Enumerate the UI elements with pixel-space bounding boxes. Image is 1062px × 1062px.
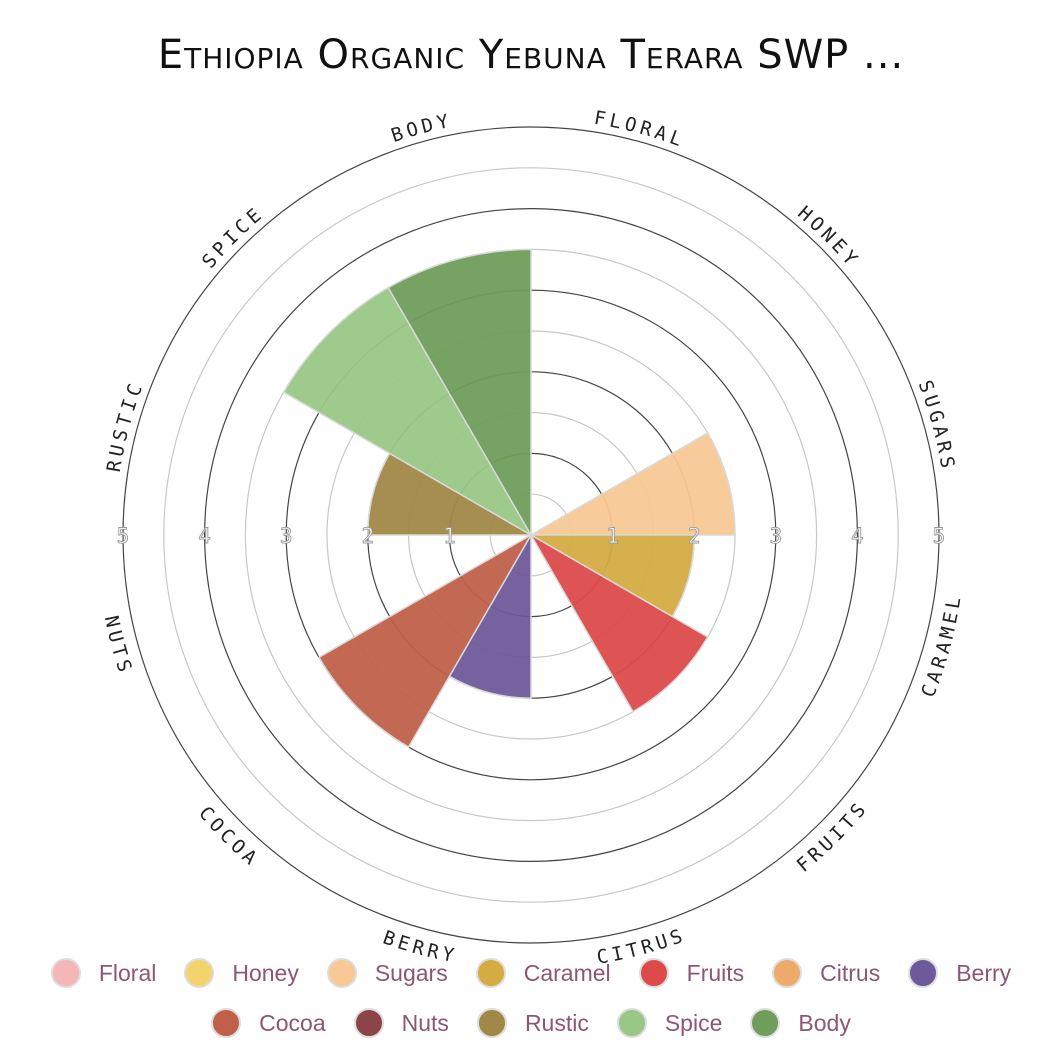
- axis-label-text: COCOA: [194, 802, 260, 872]
- legend-item-berry[interactable]: Berry: [908, 958, 1011, 988]
- legend-label: Body: [798, 1009, 851, 1036]
- tick-label-left: 1: [443, 524, 456, 548]
- axis-label-body: BODY: [388, 110, 454, 147]
- legend-item-fruits[interactable]: Fruits: [638, 958, 745, 988]
- legend-label: Citrus: [820, 959, 881, 986]
- tick-label-right: 5: [933, 524, 946, 548]
- axis-label-floral: FLORAL: [592, 107, 688, 152]
- grid-ring-minor: [163, 167, 899, 903]
- chart-title: Ethiopia Organic Yebuna Terara SWP ...: [157, 32, 905, 78]
- legend-label: Sugars: [374, 959, 448, 986]
- legend-swatch: [50, 958, 81, 988]
- tick-label-right: 1: [606, 524, 619, 548]
- bar-fruits: [528, 532, 709, 713]
- legend-item-nuts[interactable]: Nuts: [353, 1008, 449, 1038]
- tick-label-left: 4: [198, 524, 211, 548]
- legend-swatch: [638, 958, 669, 988]
- tick-label-right: 3: [769, 524, 782, 548]
- tick-label-right: 2: [688, 524, 701, 548]
- axis-label-text: NUTS: [100, 614, 133, 679]
- legend-swatch: [475, 958, 506, 988]
- legend-swatch: [772, 958, 803, 988]
- bar-berry: [448, 532, 532, 699]
- axis-label-text: HONEY: [793, 202, 860, 273]
- legend-label: Berry: [956, 959, 1012, 986]
- grid-ring-major: [122, 126, 940, 944]
- legend-row-2: Cocoa Nuts Rustic Spice Body: [0, 1008, 1062, 1038]
- tick-label-left: 5: [117, 524, 130, 548]
- legend-label: Nuts: [401, 1009, 449, 1036]
- axis-label-rustic: RUSTIC: [103, 377, 148, 473]
- axis-label-sugars: SUGARS: [914, 377, 959, 473]
- axis-label-cocoa: COCOA: [194, 802, 264, 872]
- legend-label: Rustic: [524, 1009, 589, 1036]
- bar-cocoa: [317, 532, 534, 749]
- axis-label-text: FRUITS: [793, 797, 869, 877]
- legend-swatch: [353, 1008, 384, 1038]
- legend-row-1: Floral Honey Sugars Caramel Fruits Citrus Berr…: [0, 958, 1062, 988]
- legend-swatch: [326, 958, 357, 988]
- legend-label: Honey: [232, 959, 299, 986]
- axis-label-caramel: CARAMEL: [917, 592, 966, 701]
- legend-item-rustic[interactable]: Rustic: [476, 1008, 589, 1038]
- bar-sugars: [528, 431, 736, 536]
- legend-swatch: [211, 1008, 242, 1038]
- axis-label-text: CARAMEL: [917, 592, 962, 701]
- radial-ticks: 1 1 2 2 3 3 4 4 5 5: [116, 524, 946, 549]
- axis-label-text: BODY: [388, 110, 450, 147]
- axis-label-text: FLORAL: [592, 107, 684, 152]
- legend-item-cocoa[interactable]: Cocoa: [211, 1008, 326, 1038]
- legend-item-sugars[interactable]: Sugars: [326, 958, 448, 988]
- axis-label-spice: SPICE: [198, 202, 269, 273]
- bar-body: [387, 248, 532, 538]
- bar-rustic: [367, 452, 534, 536]
- legend-item-body[interactable]: Body: [750, 1008, 851, 1038]
- legend-item-citrus[interactable]: Citrus: [772, 958, 880, 988]
- legend-label: Cocoa: [259, 1009, 326, 1036]
- legend-label: Spice: [664, 1009, 723, 1036]
- tick-label-left: 3: [280, 524, 293, 548]
- legend-item-spice[interactable]: Spice: [616, 1008, 723, 1038]
- axis-label-fruits: FRUITS: [793, 797, 873, 877]
- axis-label-text: SPICE: [198, 202, 265, 273]
- axis-label-text: SUGARS: [914, 377, 955, 473]
- axis-label-nuts: NUTS: [100, 614, 137, 679]
- axis-label-text: RUSTIC: [103, 377, 144, 473]
- legend-item-honey[interactable]: Honey: [184, 958, 299, 988]
- legend-label: Caramel: [523, 959, 611, 986]
- legend-swatch: [184, 958, 215, 988]
- tick-label-right: 4: [851, 524, 864, 548]
- bar-caramel: [528, 534, 695, 618]
- axis-label-honey: HONEY: [793, 202, 864, 273]
- bars: [282, 248, 736, 749]
- grid-ring-major: [204, 208, 858, 862]
- legend-label: Floral: [98, 959, 157, 986]
- legend-item-caramel[interactable]: Caramel: [475, 958, 611, 988]
- legend-swatch: [908, 958, 939, 988]
- legend-label: Fruits: [686, 959, 745, 986]
- tick-label-left: 2: [361, 524, 374, 548]
- legend-swatch: [476, 1008, 507, 1038]
- legend-item-floral[interactable]: Floral: [50, 958, 157, 988]
- legend-swatch: [750, 1008, 781, 1038]
- legend-swatch: [616, 1008, 647, 1038]
- bar-spice: [282, 286, 534, 538]
